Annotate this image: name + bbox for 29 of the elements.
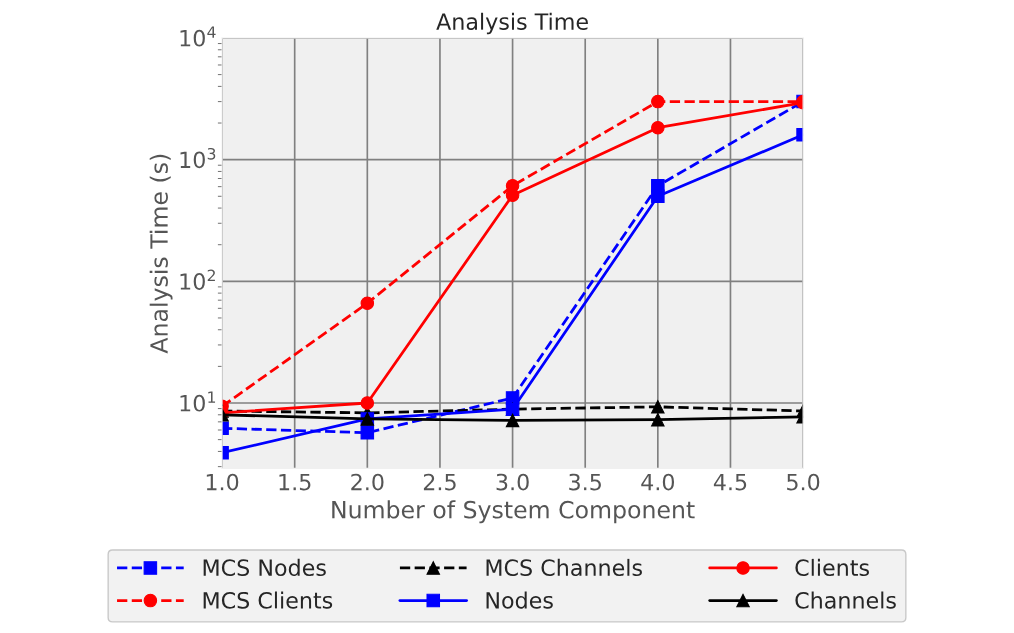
legend-label: MCS Clients [203, 591, 333, 609]
x-tick-label: 1.0 [206, 473, 239, 491]
x-tick-label: 2.5 [423, 473, 456, 491]
x-tick-label: 5.0 [787, 473, 820, 491]
point [360, 396, 375, 410]
point [651, 120, 665, 135]
point [651, 94, 665, 109]
y-tick-label: 10$^{2}$ [180, 269, 215, 290]
point [505, 188, 520, 203]
x-axis-title: Number of System Component [332, 500, 695, 524]
y-tick-label: 10$^{4}$ [180, 26, 216, 47]
legend-label: MCS Nodes [203, 558, 326, 577]
x-tick-label: 2.0 [351, 473, 384, 491]
legend-label: Clients [795, 558, 869, 577]
point [651, 189, 665, 204]
chart-title: Analysis Time [436, 12, 588, 35]
x-tick-label: 1.5 [279, 473, 311, 491]
point [360, 296, 375, 311]
x-tick-label: 4.0 [641, 473, 675, 491]
point [360, 425, 375, 440]
y-tick-label: 10$^{3}$ [180, 147, 216, 169]
y-tick-label: 10$^{1}$ [180, 391, 216, 412]
x-tick-label: 4.5 [713, 473, 747, 491]
legend-label: Channels [795, 591, 896, 609]
legend-label: Nodes [486, 591, 553, 609]
y-axis-title: Analysis Time (s) [149, 154, 173, 354]
x-tick-label: 3.5 [569, 473, 601, 491]
legend-label: MCS Channels [486, 558, 642, 577]
x-tick-label: 3.0 [496, 473, 529, 491]
